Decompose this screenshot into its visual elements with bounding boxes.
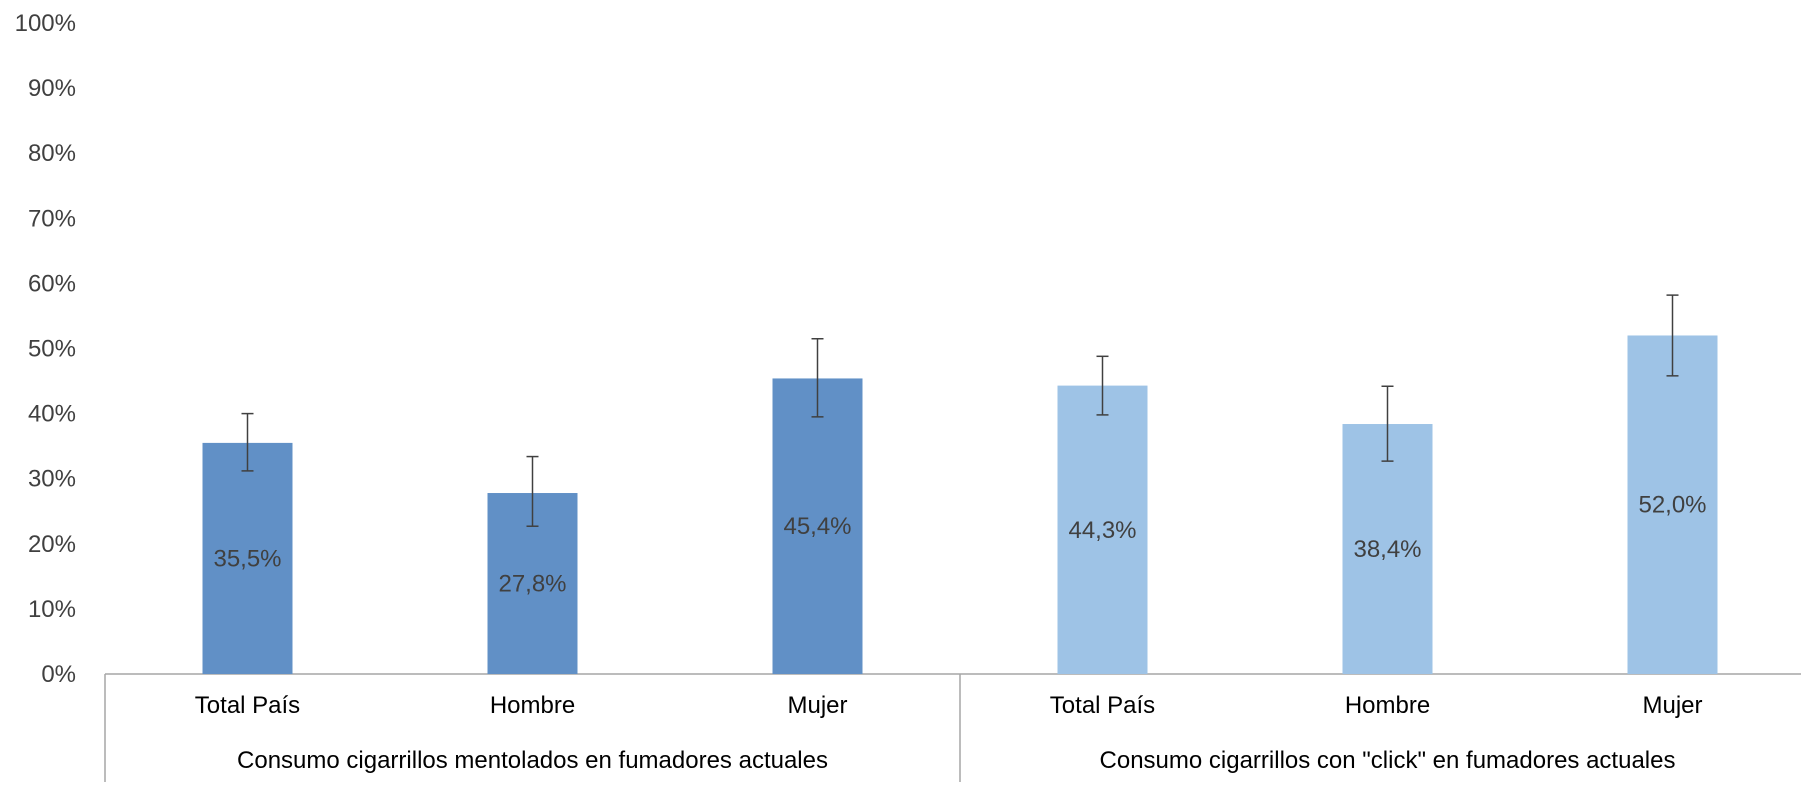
data-label: 38,4%	[1353, 536, 1421, 563]
bar	[202, 442, 293, 674]
y-tick-label: 20%	[28, 531, 76, 558]
x-tick-label: Hombre	[1345, 692, 1430, 719]
data-label: 45,4%	[783, 513, 851, 540]
y-tick-label: 100%	[15, 10, 76, 37]
x-tick-label: Mujer	[787, 692, 847, 719]
y-tick-label: 30%	[28, 466, 76, 493]
data-label: 44,3%	[1068, 517, 1136, 544]
y-tick-label: 60%	[28, 270, 76, 297]
data-label: 35,5%	[213, 545, 281, 572]
bar	[1627, 335, 1718, 674]
data-label: 52,0%	[1638, 492, 1706, 519]
x-tick-label: Total País	[195, 692, 300, 719]
y-tick-label: 80%	[28, 140, 76, 167]
group-label: Consumo cigarrillos mentolados en fumado…	[237, 747, 828, 774]
x-tick-label: Mujer	[1642, 692, 1702, 719]
bar	[772, 378, 863, 674]
x-tick-label: Total País	[1050, 692, 1155, 719]
bar	[1342, 424, 1433, 674]
y-tick-label: 10%	[28, 596, 76, 623]
y-tick-label: 50%	[28, 336, 76, 363]
y-tick-label: 90%	[28, 75, 76, 102]
bar	[1057, 385, 1148, 674]
y-tick-label: 70%	[28, 205, 76, 232]
x-tick-label: Hombre	[490, 692, 575, 719]
y-tick-label: 40%	[28, 401, 76, 428]
data-label: 27,8%	[498, 571, 566, 598]
y-tick-label: 0%	[41, 661, 76, 688]
group-label: Consumo cigarrillos con "click" en fumad…	[1100, 747, 1676, 774]
